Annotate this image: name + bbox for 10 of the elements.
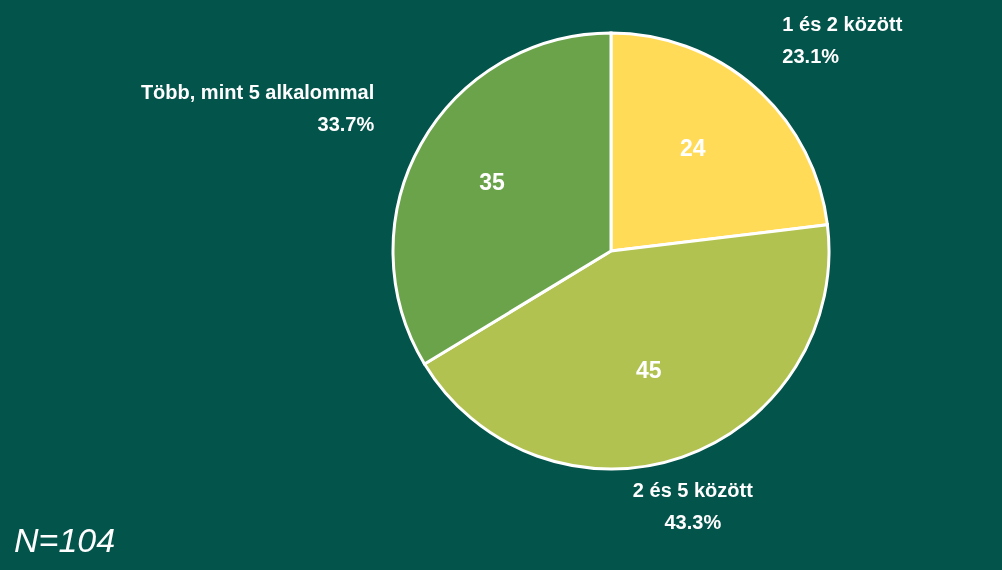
text: 45 — [635, 356, 662, 383]
text: 35 — [479, 168, 505, 195]
data-label: 43.3% — [664, 511, 722, 534]
slice-label: 2 és 5 között — [632, 479, 754, 502]
slice-label: Több, mint 5 alkalommal — [140, 81, 375, 104]
text: N=104 — [14, 521, 116, 560]
text: 24 — [679, 135, 706, 162]
slice-label: 1 és 2 között — [782, 12, 903, 35]
data-label: 33.7% — [317, 113, 375, 136]
data-label: 23.1% — [782, 44, 840, 67]
